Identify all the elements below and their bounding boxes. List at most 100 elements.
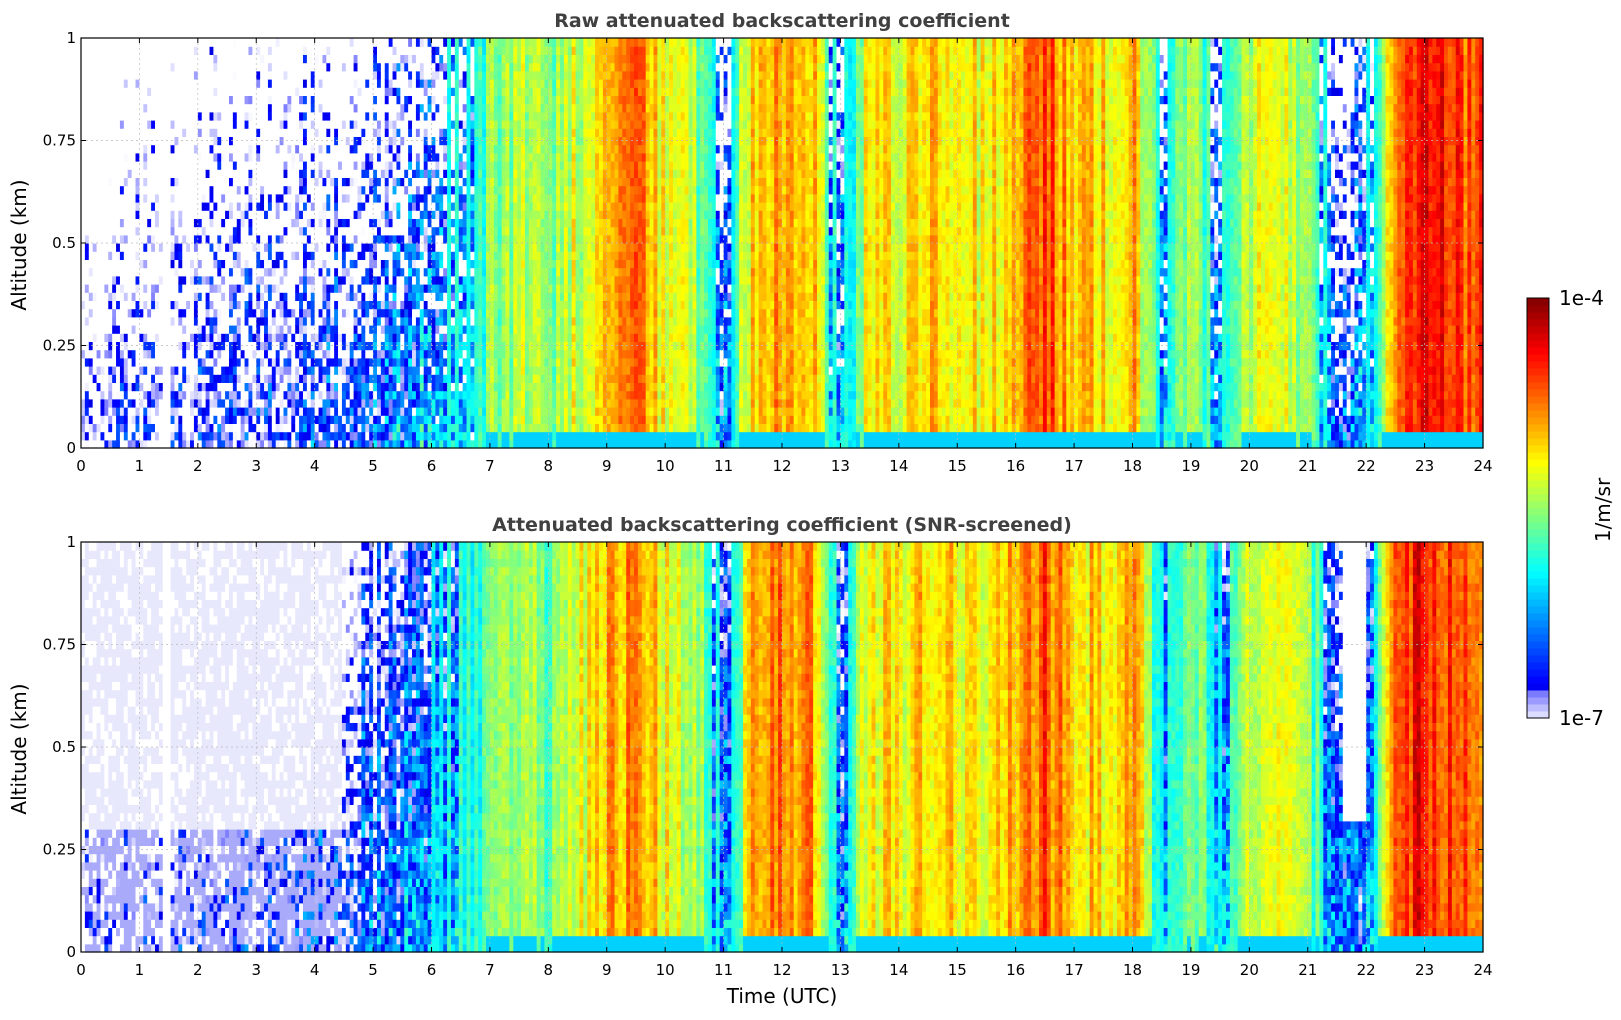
heatmap-cell (197, 407, 203, 416)
heatmap-cell (279, 275, 285, 285)
heatmap-cell (275, 70, 281, 80)
heatmap-cell (345, 70, 351, 80)
heatmap-cell (248, 341, 253, 351)
heatmap-cell (373, 366, 378, 375)
heatmap-cell (419, 308, 425, 318)
heatmap-cell (267, 251, 273, 260)
heatmap-cell (162, 275, 168, 285)
heatmap-cell (314, 284, 320, 293)
heatmap-cell (166, 374, 172, 383)
heatmap-cell (408, 415, 413, 424)
heatmap-cell (322, 111, 327, 121)
heatmap-cell (100, 54, 105, 64)
heatmap-cell (174, 177, 179, 187)
heatmap-cell (392, 292, 398, 301)
heatmap-cell (236, 407, 242, 416)
heatmap-cell (271, 120, 277, 129)
heatmap-cell (373, 234, 378, 244)
heatmap-cell (240, 87, 246, 96)
heatmap-cell (454, 79, 460, 88)
heatmap-cell (466, 128, 472, 137)
heatmap-cell (345, 349, 351, 359)
heatmap-cell (357, 316, 362, 326)
heatmap-cell (217, 415, 222, 424)
heatmap-cell (151, 284, 156, 293)
heatmap-cell (209, 357, 215, 367)
heatmap-cell (283, 128, 288, 137)
heatmap-cell (310, 210, 316, 219)
heatmap-cell (81, 415, 86, 424)
heatmap-cell (248, 366, 253, 375)
heatmap-cell (178, 431, 183, 441)
heatmap-cell (314, 275, 320, 285)
heatmap-cell (221, 308, 226, 318)
heatmap-cell (345, 398, 351, 408)
heatmap-cell (166, 251, 172, 260)
heatmap-cell (166, 341, 172, 351)
heatmap-cell (119, 111, 125, 121)
heatmap-cell (314, 161, 320, 170)
heatmap-cell (119, 398, 125, 408)
heatmap-cell (380, 193, 386, 203)
heatmap-cell (174, 423, 179, 433)
heatmap-cell (310, 243, 316, 252)
heatmap-cell (392, 62, 398, 72)
heatmap-cell (458, 407, 464, 416)
heatmap-cell (330, 349, 335, 359)
heatmap-cell (225, 300, 230, 310)
heatmap-cell (357, 415, 362, 424)
heatmap-cell (423, 259, 429, 269)
heatmap-cell (143, 390, 148, 400)
heatmap-cell (248, 46, 253, 55)
heatmap-cell (201, 120, 207, 129)
heatmap-cell (287, 136, 292, 146)
heatmap-cell (174, 415, 179, 424)
heatmap-cell (365, 275, 370, 285)
heatmap-cell (458, 144, 464, 154)
heatmap-cell (217, 38, 222, 47)
heatmap-cell (365, 144, 370, 154)
heatmap-cell (365, 243, 370, 252)
heatmap-cell (213, 316, 218, 326)
heatmap-cell (392, 415, 398, 424)
heatmap-cell (326, 70, 331, 80)
heatmap-cell (232, 161, 238, 170)
heatmap-cell (341, 152, 347, 162)
heatmap-cell (431, 357, 436, 367)
heatmap-cell (357, 202, 362, 211)
heatmap-cell (345, 62, 351, 72)
heatmap-cell (217, 185, 222, 195)
heatmap-cell (143, 300, 148, 310)
heatmap-cell (182, 95, 187, 105)
heatmap-cell (213, 185, 218, 195)
heatmap-cell (84, 38, 90, 47)
heatmap-cell (450, 374, 456, 383)
heatmap-cell (186, 152, 191, 162)
heatmap-cell (412, 120, 417, 129)
heatmap-cell (197, 374, 203, 383)
heatmap-cell (338, 193, 343, 203)
heatmap-cell (135, 193, 141, 203)
heatmap-cell (388, 152, 394, 162)
heatmap-cell (100, 95, 105, 105)
heatmap-cell (221, 111, 226, 121)
heatmap-cell (299, 226, 304, 236)
heatmap-cell (271, 292, 277, 301)
heatmap-cell (190, 390, 195, 400)
heatmap-cell (244, 169, 250, 178)
heatmap-cell (197, 87, 203, 96)
heatmap-cell (100, 275, 105, 285)
heatmap-cell (143, 431, 148, 441)
heatmap-cell (131, 357, 137, 367)
heatmap-cell (244, 243, 250, 252)
heatmap-cell (139, 275, 144, 285)
heatmap-cell (341, 177, 347, 187)
heatmap-cell (209, 382, 215, 392)
heatmap-cell (166, 46, 172, 55)
heatmap-cell (295, 415, 300, 424)
heatmap-cell (322, 193, 327, 203)
heatmap-cell (306, 111, 312, 121)
heatmap-cell (306, 202, 312, 211)
heatmap-cell (178, 62, 183, 72)
heatmap-cell (123, 357, 129, 367)
